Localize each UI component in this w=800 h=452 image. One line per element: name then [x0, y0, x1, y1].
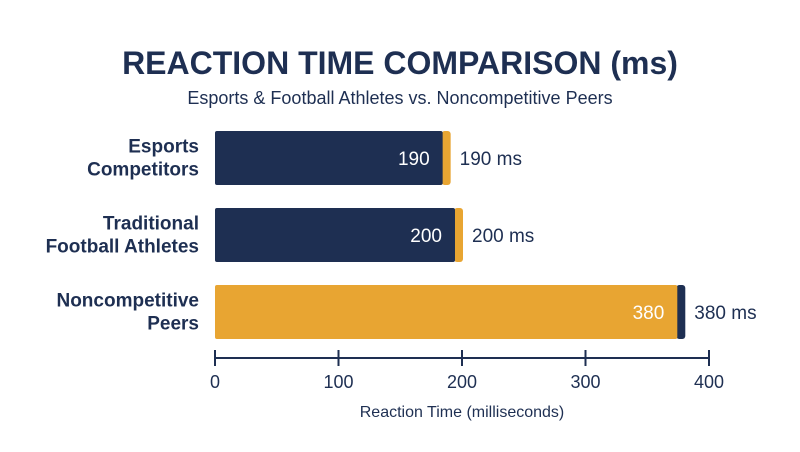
- category-label: Football Athletes: [46, 237, 199, 258]
- x-tick-label: 100: [323, 372, 353, 392]
- bar: [215, 131, 443, 185]
- bar-accent: [454, 208, 463, 262]
- category-label: Peers: [147, 314, 199, 335]
- bar-outer-label: 190 ms: [460, 149, 522, 170]
- x-tick-label: 300: [570, 372, 600, 392]
- category-label: Esports: [128, 137, 199, 158]
- bar: [215, 208, 455, 262]
- x-tick-label: 400: [694, 372, 724, 392]
- bar: [215, 285, 678, 339]
- bar-outer-label: 380 ms: [694, 303, 756, 324]
- chart-title: REACTION TIME COMPARISON (ms): [122, 45, 678, 81]
- x-axis: 0 100 200 300 400: [210, 350, 724, 392]
- x-tick-label: 0: [210, 372, 220, 392]
- bar-inner-label: 190: [398, 149, 430, 170]
- bar-inner-label: 380: [633, 303, 665, 324]
- category-label: Noncompetitive: [56, 291, 199, 312]
- x-axis-label: Reaction Time (milliseconds): [360, 404, 565, 421]
- category-label: Competitors: [87, 160, 199, 181]
- bar-accent: [676, 285, 686, 339]
- bar-accent: [441, 131, 451, 185]
- x-tick-label: 200: [447, 372, 477, 392]
- bar-inner-label: 200: [410, 226, 442, 247]
- chart-subtitle: Esports & Football Athletes vs. Noncompe…: [187, 88, 612, 108]
- category-label: Traditional: [103, 214, 199, 235]
- bar-outer-label: 200 ms: [472, 226, 534, 247]
